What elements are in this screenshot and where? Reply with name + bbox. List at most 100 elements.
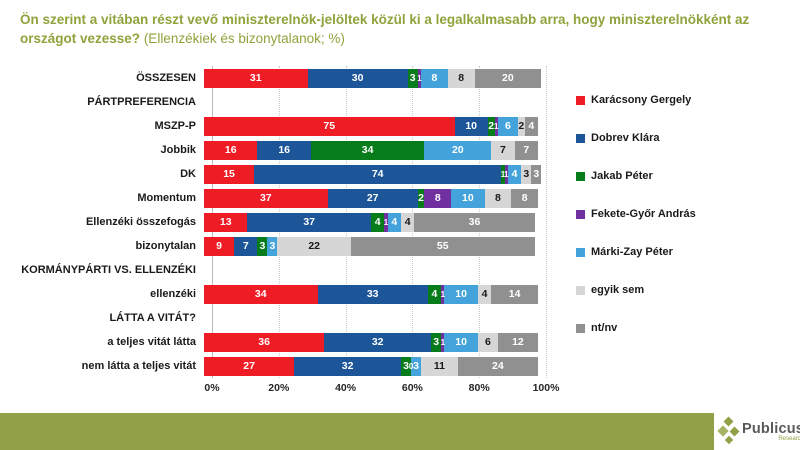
chart-row: LÁTTA A VITÁT? [18, 306, 546, 330]
brand-name: Publicus [742, 421, 800, 437]
bar-segment-value: 1 [440, 289, 446, 299]
bar-segment-value: 1 [417, 73, 422, 83]
bar-segment-marki-zay-peter: 3 [411, 356, 422, 376]
row-label: a teljes vitát látta [107, 336, 196, 348]
legend-item-jakab-peter: Jakab Péter [576, 168, 696, 184]
stacked-bar: 16 16 34 20 7 7 [204, 140, 538, 160]
stacked-bar: 13 37 4 1 4 4 36 [204, 212, 538, 232]
bar-segment-karacsony-gergely: 37 [204, 188, 328, 208]
bar-segment-karacsony-gergely: 75 [204, 116, 455, 136]
x-axis-tick-label: 60% [401, 382, 423, 394]
bar-segment-jakab-peter: 2 [417, 188, 425, 208]
legend-swatch [576, 323, 585, 333]
legend-item-nt-nv: nt/nv [576, 320, 696, 336]
bar-segment-egyik-sem: 4 [401, 212, 415, 232]
legend: Karácsony Gergely Dobrev Klára Jakab Péter… [576, 92, 696, 336]
bar-segment-jakab-peter: 3 [401, 356, 412, 376]
bar-segment-nt-nv: 36 [414, 212, 535, 232]
bar-segment-value: 37 [303, 216, 316, 228]
x-axis-tick-label: 20% [268, 382, 290, 394]
bar-segment-egyik-sem: 8 [484, 188, 512, 208]
bar-segment-value: 3 [409, 72, 416, 84]
bar-segment-value: 11 [433, 360, 445, 372]
bar-segment-value: 12 [512, 336, 524, 348]
bar-segment-value: 20 [502, 72, 514, 84]
publicus-logo-icon [717, 416, 740, 445]
legend-swatch [576, 133, 585, 143]
bar-segment-karacsony-gergely: 9 [204, 236, 235, 256]
brand-subtitle: Research [778, 436, 800, 442]
bar-segment-marki-zay-peter: 6 [497, 116, 518, 136]
bar-segment-marki-zay-peter: 10 [444, 284, 478, 304]
stacked-bar: 34 33 4 1 10 4 14 [204, 284, 538, 304]
legend-item-fekete-gyor-andras: Fekete-Győr András [576, 206, 696, 222]
bar-segment-marki-zay-peter: 10 [451, 188, 485, 208]
section-header-label: PÁRTPREFERENCIA [87, 96, 196, 108]
bar-segment-value: 16 [278, 144, 290, 156]
bar-segment-value: 75 [323, 120, 336, 132]
footer-accent-bar [0, 413, 714, 450]
chart-row: bizonytalan 9 7 3 3 22 55 [18, 234, 546, 258]
chart-row: DK 15 74 1 1 4 3 3 [18, 162, 546, 186]
legend-swatch [576, 95, 585, 105]
bar-segment-value: 32 [341, 360, 354, 372]
bar-segment-value: 36 [468, 216, 481, 228]
bar-segment-value: 33 [366, 288, 379, 300]
stacked-bar [204, 261, 538, 280]
stacked-bar: 36 32 3 1 10 6 12 [204, 332, 538, 352]
legend-label: Fekete-Győr András [591, 208, 696, 220]
stacked-bar: 37 27 2 8 10 8 8 [204, 188, 538, 208]
bar-segment-value: 8 [494, 192, 501, 204]
bar-segment-value: 7 [523, 144, 530, 156]
legend-swatch [576, 171, 585, 181]
chart-row: KORMÁNYPÁRTI VS. ELLENZÉKI [18, 258, 546, 282]
bar-segment-fekete-gyor-andras: 1 [504, 164, 509, 184]
bar-segment-jakab-peter: 34 [310, 140, 425, 160]
bar-segment-marki-zay-peter: 4 [387, 212, 402, 232]
bar-segment-value: 2 [418, 192, 424, 204]
legend-swatch [576, 247, 585, 257]
bar-segment-value: 10 [465, 120, 478, 132]
bar-segment-value: 8 [434, 192, 441, 204]
x-axis: 0% 20% 40% 60% 80% 100% [204, 382, 559, 396]
bar-segment-dobrev-klara: 7 [234, 236, 258, 256]
bar-segment-egyik-sem: 22 [277, 236, 351, 256]
bar-segment-value: 16 [224, 144, 237, 156]
bar-segment-marki-zay-peter: 3 [267, 236, 278, 256]
bar-segment-marki-zay-peter: 10 [444, 332, 478, 352]
bar-segment-nt-nv: 3 [531, 164, 542, 184]
bar-segment-value: 13 [219, 216, 232, 228]
legend-label: Márki-Zay Péter [591, 246, 673, 258]
bar-segment-value: 3 [259, 240, 266, 252]
legend-swatch [576, 285, 585, 295]
bar-segment-value: 3 [433, 336, 440, 348]
bar-segment-karacsony-gergely: 36 [204, 332, 325, 352]
x-axis-tick-label: 40% [335, 382, 357, 394]
stacked-bar: 9 7 3 3 22 55 [204, 236, 538, 256]
bar-segment-value: 20 [451, 144, 464, 156]
chart-row: PÁRTPREFERENCIA [18, 90, 546, 114]
bar-segment-marki-zay-peter: 20 [424, 140, 492, 160]
bar-segment-dobrev-klara: 32 [294, 356, 402, 376]
bar-segment-value: 10 [461, 192, 474, 204]
x-axis-tick-label: 100% [532, 382, 560, 394]
bar-segment-value: 1 [504, 169, 509, 179]
bar-segment-value: 22 [308, 240, 321, 252]
stacked-bar: 27323031124 [204, 356, 538, 376]
bar-segment-fekete-gyor-andras: 1 [494, 116, 498, 136]
row-label: Ellenzéki összefogás [85, 216, 196, 228]
bar-segment-nt-nv: 12 [497, 332, 538, 352]
bar-segment-value: 31 [249, 72, 262, 84]
chart-row: MSZP-P 75 10 2 1 6 2 4 [18, 114, 546, 138]
bar-segment-value: 3 [523, 168, 530, 180]
chart-row: Ellenzéki összefogás 13 37 4 1 4 4 36 [18, 210, 546, 234]
legend-item-egyik-sem: egyik sem [576, 282, 696, 298]
bar-segment-value: 1 [440, 337, 446, 347]
bar-segment-value: 8 [458, 72, 465, 84]
bar-segment-jakab-peter: 3 [431, 332, 442, 352]
bar-segment-dobrev-klara: 33 [317, 284, 428, 304]
bar-segment-nt-nv: 55 [350, 236, 535, 256]
legend-swatch [576, 209, 585, 219]
legend-item-dobrev-klara: Dobrev Klára [576, 130, 696, 146]
